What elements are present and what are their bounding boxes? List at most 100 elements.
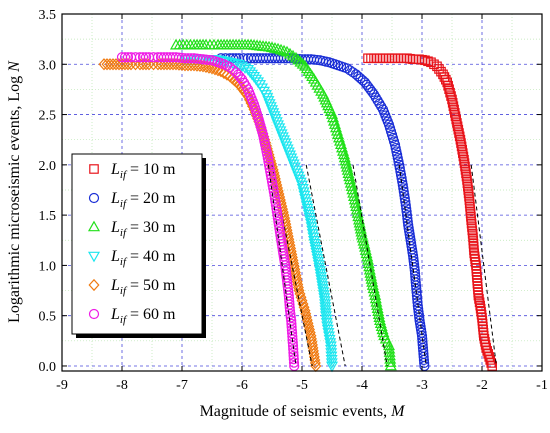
data-point bbox=[482, 346, 492, 356]
legend-item: Lif = 30 m bbox=[87, 219, 176, 239]
data-point bbox=[445, 87, 455, 98]
legend-marker bbox=[87, 251, 101, 263]
x-tick-label: -8 bbox=[116, 378, 128, 393]
data-point bbox=[325, 358, 338, 370]
data-point bbox=[265, 41, 279, 53]
data-point bbox=[308, 238, 321, 250]
data-point bbox=[288, 354, 299, 365]
data-point bbox=[441, 74, 451, 85]
data-point bbox=[325, 108, 339, 119]
data-point bbox=[456, 141, 467, 152]
data-point bbox=[395, 166, 406, 177]
data-point bbox=[143, 58, 155, 71]
data-point bbox=[335, 141, 349, 153]
data-point bbox=[305, 222, 318, 234]
data-point bbox=[311, 254, 324, 265]
data-point bbox=[446, 91, 456, 101]
data-point bbox=[267, 179, 278, 191]
y-tick-label: 0.0 bbox=[39, 360, 57, 375]
data-point bbox=[443, 81, 453, 91]
data-point bbox=[302, 206, 315, 218]
data-point bbox=[483, 349, 493, 359]
data-point bbox=[287, 337, 298, 348]
data-point bbox=[137, 52, 149, 63]
data-point bbox=[292, 53, 305, 65]
data-point bbox=[309, 353, 321, 367]
data-point bbox=[325, 351, 338, 363]
data-point bbox=[302, 317, 314, 330]
data-point bbox=[304, 215, 317, 227]
x-tick-label: -6 bbox=[236, 378, 248, 393]
data-point bbox=[319, 311, 333, 323]
data-point bbox=[299, 197, 313, 209]
data-point bbox=[209, 63, 221, 76]
data-point bbox=[125, 58, 137, 71]
data-point bbox=[372, 95, 383, 106]
data-point bbox=[401, 210, 413, 221]
legend-marker bbox=[88, 192, 100, 204]
data-point bbox=[322, 328, 335, 339]
fit-line bbox=[352, 164, 388, 367]
data-point bbox=[474, 297, 485, 308]
data-point bbox=[412, 293, 423, 305]
data-point bbox=[314, 269, 327, 280]
y-tick-label: 1.5 bbox=[39, 209, 57, 224]
data-point bbox=[384, 356, 397, 367]
fit-line bbox=[398, 164, 427, 367]
data-point bbox=[262, 149, 273, 160]
data-point bbox=[302, 209, 315, 221]
data-point bbox=[486, 358, 496, 368]
x-tick-label: -4 bbox=[356, 378, 368, 393]
data-point bbox=[304, 218, 318, 230]
data-point bbox=[315, 275, 328, 286]
data-point bbox=[312, 257, 325, 268]
data-point bbox=[299, 304, 311, 317]
data-point bbox=[266, 173, 277, 184]
data-point bbox=[447, 98, 458, 108]
data-point bbox=[289, 51, 303, 63]
ticks: -9 -8 -7 -6 -5 -4 -3 -2 -1 0.0 0.5 1.0 1.5 2.0 2.5 3.0 3… bbox=[39, 8, 548, 393]
data-point bbox=[303, 320, 315, 333]
data-point bbox=[268, 183, 279, 194]
data-point bbox=[122, 52, 134, 63]
data-point bbox=[269, 189, 280, 201]
data-point bbox=[284, 305, 296, 316]
y-tick-label: 0.5 bbox=[39, 310, 57, 325]
data-point bbox=[367, 86, 378, 98]
data-point bbox=[268, 42, 282, 53]
data-point bbox=[270, 199, 281, 211]
data-point bbox=[300, 307, 312, 320]
data-point bbox=[331, 128, 345, 139]
legend-item: Lif = 60 m bbox=[88, 306, 176, 326]
data-point bbox=[401, 203, 412, 214]
data-point bbox=[396, 173, 407, 184]
data-point bbox=[274, 223, 285, 234]
series-1 bbox=[363, 53, 497, 371]
data-point bbox=[235, 61, 249, 73]
data-point bbox=[292, 278, 304, 291]
data-point bbox=[420, 55, 430, 66]
data-point bbox=[320, 318, 333, 329]
data-point bbox=[324, 338, 337, 349]
data-point bbox=[313, 263, 326, 274]
legend-item: Lif = 20 m bbox=[88, 190, 176, 210]
data-point bbox=[329, 121, 343, 133]
data-point bbox=[298, 301, 310, 314]
legend-label: Lif = 40 m bbox=[110, 248, 176, 268]
data-point bbox=[330, 124, 344, 136]
data-point bbox=[285, 308, 296, 320]
data-point bbox=[271, 206, 282, 217]
x-tick-label: -2 bbox=[476, 378, 488, 393]
data-point bbox=[296, 57, 309, 69]
legend-label: Lif = 10 m bbox=[110, 161, 176, 181]
y-tick-label: 2.5 bbox=[39, 109, 57, 124]
data-point bbox=[452, 121, 463, 132]
data-point bbox=[200, 60, 212, 74]
data-point bbox=[288, 357, 300, 368]
data-point bbox=[474, 294, 484, 304]
data-point bbox=[318, 296, 331, 308]
data-point bbox=[296, 184, 309, 195]
data-point bbox=[262, 153, 273, 164]
data-point bbox=[262, 40, 276, 52]
data-point bbox=[485, 355, 495, 365]
